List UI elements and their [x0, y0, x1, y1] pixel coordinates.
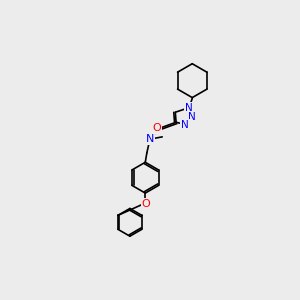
Text: N: N: [146, 134, 154, 144]
Text: O: O: [152, 123, 161, 133]
Text: N: N: [188, 112, 196, 122]
Text: O: O: [142, 199, 150, 209]
Text: N: N: [185, 103, 193, 112]
Text: N: N: [182, 119, 189, 130]
